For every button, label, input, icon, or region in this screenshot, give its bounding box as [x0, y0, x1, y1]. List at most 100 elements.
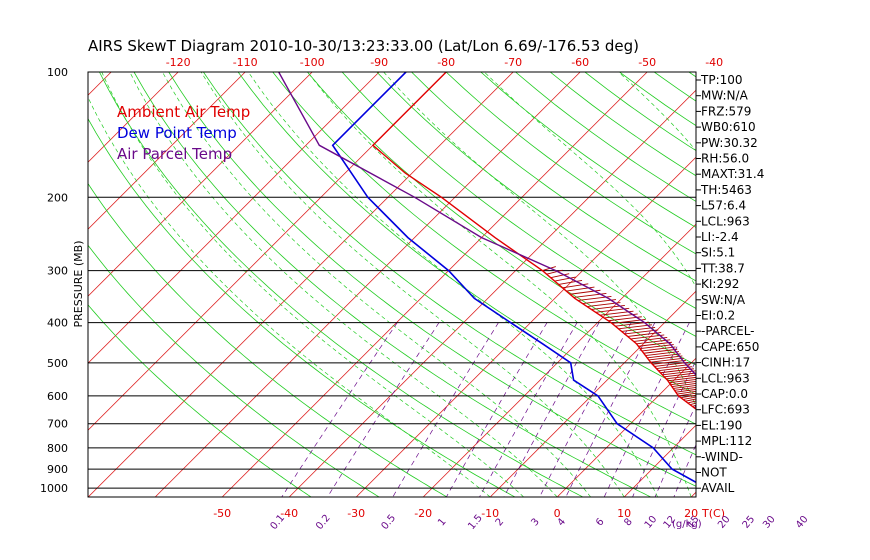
cape-hatch-line — [627, 332, 662, 337]
isotherm-line — [355, 156, 696, 497]
isotherm-line — [489, 290, 696, 497]
cape-hatch-line — [640, 344, 674, 350]
moist-adiabat-line — [307, 72, 692, 497]
cape-hatch-line — [675, 388, 696, 393]
mixing-ratio-label: 8 — [622, 516, 635, 528]
index-value: L57:6.4 — [701, 199, 746, 213]
top-temp-tick-label: -70 — [504, 56, 522, 69]
dry-adiabat-line — [758, 72, 870, 497]
top-temp-tick-label: -90 — [370, 56, 388, 69]
ambient-temp-line — [371, 72, 696, 411]
bottom-temp-tick-label: 0 — [554, 507, 561, 520]
bottom-temp-tick-label: 20 — [684, 507, 698, 520]
pressure-tick-label: 600 — [47, 390, 68, 403]
dry-adiabat-line — [793, 72, 870, 497]
isotherm-line — [623, 424, 696, 497]
cape-hatch-line — [664, 372, 696, 378]
isotherm-line — [154, 72, 581, 497]
index-value: FRZ:579 — [701, 104, 751, 118]
cape-hatch-line — [636, 339, 671, 345]
index-value: CAP:0.0 — [701, 387, 748, 401]
mixing-ratio-line — [539, 322, 632, 497]
cape-hatch-line — [662, 370, 696, 376]
mixing-ratio-line — [806, 323, 869, 497]
index-value: -PARCEL- — [701, 324, 755, 338]
moist-adiabat-line — [248, 72, 659, 497]
temp-unit-label: T(C) — [701, 507, 725, 520]
mixing-ratio-label: 0.5 — [379, 513, 398, 532]
index-value: MW:N/A — [701, 89, 749, 103]
top-temp-tick-label: -120 — [166, 56, 191, 69]
cape-hatch-line — [638, 341, 672, 347]
mixing-ratio-line — [445, 322, 548, 497]
index-value: RH:56.0 — [701, 152, 749, 166]
mixing-ratio-label: 10 — [643, 514, 660, 531]
cape-hatch-line — [673, 384, 696, 389]
mixing-ratio-line — [479, 322, 578, 497]
index-value: TP:100 — [700, 73, 743, 87]
mixing-ratio-label: 3 — [529, 516, 542, 528]
legend-ambient-label: Ambient Air Temp — [117, 103, 250, 121]
dry-adiabat-line — [237, 72, 696, 425]
dry-adiabat-line — [480, 72, 696, 228]
cape-hatch-line — [678, 392, 696, 397]
cape-hatch-line — [648, 355, 683, 361]
cape-hatch-line — [645, 351, 680, 356]
dry-adiabat-line — [88, 117, 516, 497]
profile-lines — [278, 72, 696, 484]
index-value: AVAIL — [701, 481, 735, 495]
cape-hatch-line — [566, 286, 595, 292]
mixing-ratio-line — [753, 323, 822, 497]
top-temp-tick-label: -100 — [300, 56, 325, 69]
chart-title: AIRS SkewT Diagram 2010-10-30/13:23:33.0… — [88, 37, 639, 55]
dry-adiabat-line — [376, 72, 696, 309]
cape-hatch-line — [647, 353, 681, 359]
cape-hatch-line — [683, 396, 696, 400]
cape-hatch-line — [550, 273, 570, 279]
y-axis-label: PRESSURE (MB) — [72, 241, 85, 328]
mixing-ratio-label: 2 — [494, 516, 507, 528]
parcel-temp-line — [278, 72, 696, 376]
index-value: MAXT:31.4 — [701, 167, 764, 181]
cape-hatch-line — [615, 321, 649, 327]
pressure-tick-label: 700 — [47, 418, 68, 431]
moist-adiabat-line — [162, 72, 591, 497]
dry-adiabat-line — [99, 72, 584, 497]
isotherm-line — [88, 72, 246, 230]
dry-adiabat-line — [203, 72, 696, 456]
cape-hatch-line — [618, 324, 653, 330]
mixing-ratio-label: 6 — [594, 516, 607, 528]
cape-hatch-line — [546, 269, 563, 275]
index-value: -WIND- — [701, 450, 743, 464]
mixing-ratio-unit-label: (g/kg) — [672, 519, 702, 530]
isotherm-line — [88, 72, 112, 96]
mixing-ratio-label: 25 — [741, 514, 758, 531]
cape-hatch-line — [671, 382, 696, 388]
mixing-ratio-line — [281, 322, 398, 497]
index-value: CAPE:650 — [701, 340, 759, 354]
cape-hatch-line — [624, 329, 659, 335]
dry-adiabat-line — [133, 72, 651, 497]
isotherm-line — [422, 223, 696, 497]
dry-adiabat-line — [653, 72, 696, 102]
isotherm-line — [0, 72, 44, 497]
pressure-tick-label: 300 — [47, 265, 68, 278]
pressure-tick-label: 400 — [47, 317, 68, 330]
index-value: LCL:963 — [701, 214, 750, 228]
cape-hatch-line — [562, 283, 589, 289]
mixing-ratio-label: 1 — [436, 516, 449, 528]
legend: Ambient Air Temp Dew Point Temp Air Parcel… — [117, 103, 250, 163]
dry-adiabat-line — [168, 72, 696, 487]
mixing-ratio-line — [603, 322, 690, 497]
dry-adiabat-line — [88, 304, 312, 497]
index-value: NOT — [701, 466, 727, 480]
cape-hatch-line — [670, 380, 696, 386]
bottom-temp-tick-label: -50 — [213, 507, 231, 520]
index-value: KI:292 — [701, 277, 739, 291]
dry-adiabat-line — [307, 72, 696, 366]
dry-adiabat-line — [272, 72, 696, 395]
index-value: TH:5463 — [700, 183, 752, 197]
legend-dewpoint-label: Dew Point Temp — [117, 124, 237, 142]
